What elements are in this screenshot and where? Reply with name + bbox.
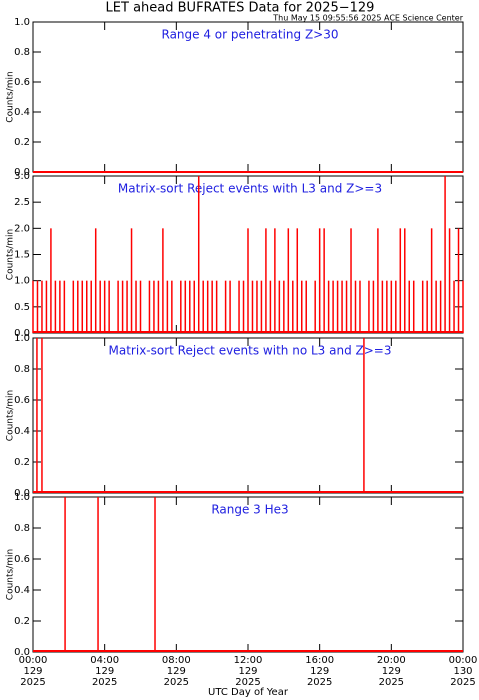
chart-subtitle: Thu May 15 09:55:56 2025 ACE Science Cen… [272, 14, 463, 23]
y-tick-label: 0.2 [14, 616, 30, 627]
x-tick-label: 129 [23, 666, 42, 677]
x-tick-label: 130 [453, 666, 472, 677]
x-tick-label: 129 [238, 666, 257, 677]
x-tick-label: 129 [382, 666, 401, 677]
x-tick-label: 16:00 [305, 655, 334, 666]
y-tick-label: 0.4 [14, 426, 30, 437]
chart-title: LET ahead BUFRATES Data for 2025−129 [106, 1, 375, 16]
y-tick-label: 1.0 [14, 333, 30, 344]
plot-frame [32, 21, 464, 173]
y-tick-label: 2.0 [14, 223, 30, 234]
y-tick-label: 0.4 [14, 107, 30, 118]
y-tick-label: 1.0 [14, 492, 30, 503]
y-tick-label: 0.6 [14, 395, 30, 406]
y-tick-label: 0.6 [14, 77, 30, 88]
y-tick-label: 0.5 [14, 302, 30, 313]
x-tick-label: 20:00 [377, 655, 406, 666]
x-tick-label: 2025 [92, 677, 117, 688]
plot-frame [32, 337, 464, 494]
y-tick-label: 1.5 [14, 250, 30, 261]
x-tick-label: 00:00 [449, 655, 478, 666]
y-tick-label: 1.0 [14, 276, 30, 287]
x-tick-label: 2025 [20, 677, 45, 688]
panel-title: Range 4 or penetrating Z>30 [162, 28, 339, 42]
x-tick-label: 12:00 [234, 655, 263, 666]
y-tick-label: 0.0 [14, 647, 30, 658]
x-tick-label: 129 [167, 666, 186, 677]
y-tick-label: 0.8 [14, 47, 30, 58]
y-tick-label: 0.4 [14, 585, 30, 596]
x-tick-label: 2025 [379, 677, 404, 688]
y-tick-label: 0.8 [14, 364, 30, 375]
y-axis-label: Counts/min [6, 71, 16, 122]
y-tick-label: 0.6 [14, 554, 30, 565]
y-tick-label: 0.8 [14, 523, 30, 534]
x-tick-label: 04:00 [90, 655, 119, 666]
y-axis-label: Counts/min [6, 390, 16, 441]
x-tick-label: 2025 [450, 677, 475, 688]
y-tick-label: 2.5 [14, 197, 30, 208]
y-tick-label: 0.2 [14, 457, 30, 468]
x-tick-label: 129 [95, 666, 114, 677]
y-tick-label: 0.2 [14, 137, 30, 148]
y-tick-label: 0.0 [14, 328, 30, 339]
panel-title: Range 3 He3 [211, 503, 288, 517]
y-tick-label: 1.0 [14, 17, 30, 28]
x-axis-label: UTC Day of Year [208, 687, 289, 698]
y-axis-label: Counts/min [6, 229, 16, 280]
panel-title: Matrix-sort Reject events with L3 and Z>… [118, 182, 382, 196]
x-tick-label: 2025 [307, 677, 332, 688]
x-tick-label: 2025 [164, 677, 189, 688]
y-tick-label: 0.0 [14, 488, 30, 499]
x-tick-label: 08:00 [162, 655, 191, 666]
y-tick-label: 3.0 [14, 171, 30, 182]
y-tick-label: 0.0 [14, 167, 30, 178]
y-axis-label: Counts/min [6, 549, 16, 600]
x-tick-label: 00:00 [19, 655, 48, 666]
x-tick-label: 129 [310, 666, 329, 677]
panel-title: Matrix-sort Reject events with no L3 and… [109, 344, 392, 358]
x-tick-label: 2025 [235, 677, 260, 688]
